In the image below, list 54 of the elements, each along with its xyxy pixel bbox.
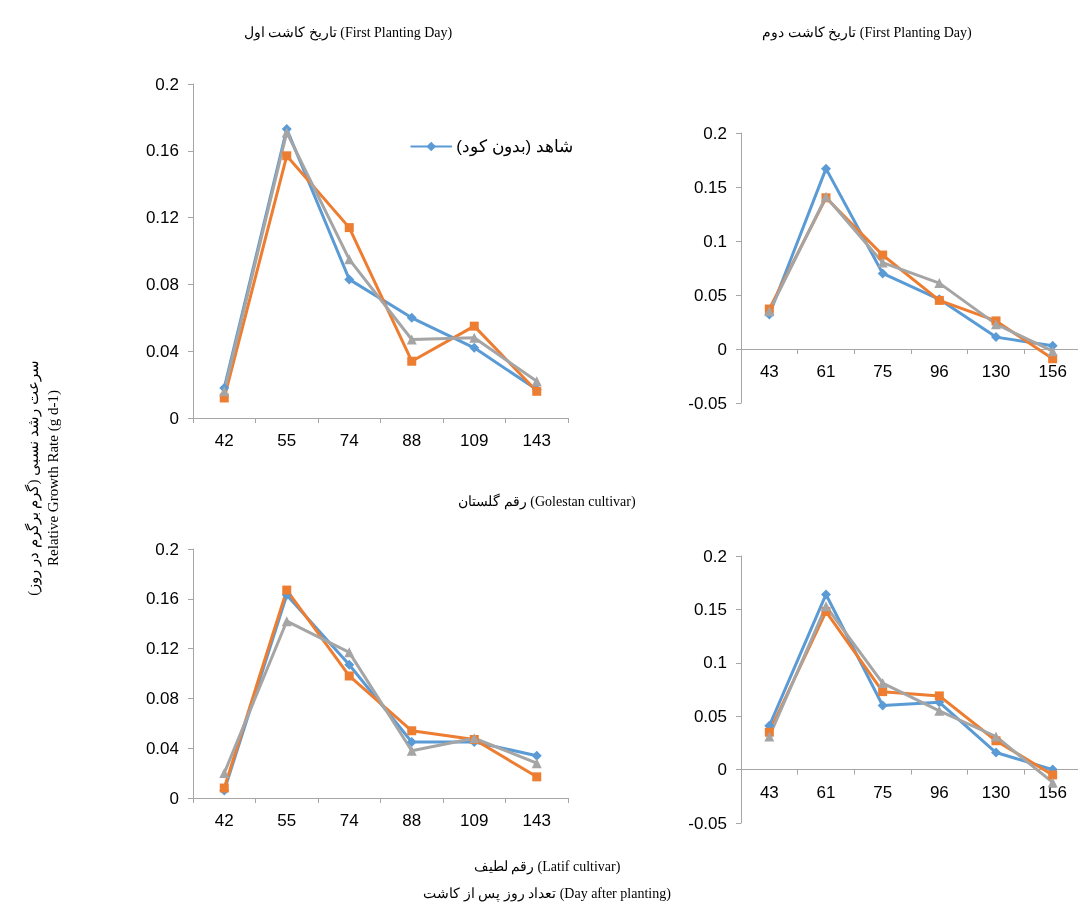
x-tick-label: 42 bbox=[214, 811, 234, 830]
x-tick-label: 96 bbox=[929, 782, 949, 802]
x-tick-label: 43 bbox=[759, 362, 779, 381]
y-tick-label: 0.2 bbox=[155, 539, 179, 559]
x-tick-label: 61 bbox=[816, 782, 836, 802]
x-tick-label: 55 bbox=[277, 431, 297, 450]
y-tick-label: 0.04 bbox=[145, 738, 179, 758]
x-tick-label: 130 bbox=[981, 362, 1011, 381]
y-tick-label: 0.12 bbox=[145, 208, 179, 228]
y-tick-label: 0.08 bbox=[145, 688, 179, 708]
x-tick-label: 55 bbox=[277, 811, 297, 830]
x-tick-label: 75 bbox=[873, 782, 893, 802]
y-tick-label: 0 bbox=[717, 760, 727, 780]
x-tick-label: 109 bbox=[460, 811, 489, 830]
x-tick-label: 96 bbox=[929, 362, 949, 381]
y-tick-label: 0.05 bbox=[693, 706, 727, 726]
x-tick-label: 42 bbox=[214, 431, 234, 450]
y-tick-label: 0.08 bbox=[145, 274, 179, 294]
y-axis-title: سرعت رشد نسبی (گرم برگرم در روز) Relative Growth Rate (g d-1) bbox=[24, 359, 62, 598]
y-tick-label: 0.1 bbox=[703, 653, 727, 673]
x-tick-label: 88 bbox=[402, 431, 422, 450]
chart-title: تاریخ کاشت اول (First Planting Day) bbox=[243, 24, 453, 41]
x-tick-label: 143 bbox=[522, 811, 551, 830]
y-tick-label: 0.16 bbox=[145, 589, 179, 609]
y-tick-label: 0.2 bbox=[703, 123, 727, 143]
x-tick-label: 156 bbox=[1038, 362, 1067, 381]
x-tick-label: 88 bbox=[402, 811, 422, 830]
y-tick-label: 0 bbox=[717, 339, 727, 359]
chart-title: تاریخ کاشت دوم (First Planting Day) bbox=[762, 24, 973, 41]
y-tick-label: 0.2 bbox=[703, 546, 727, 566]
y-tick-label: 0 bbox=[169, 408, 179, 428]
y-tick-label: 0.05 bbox=[693, 285, 727, 305]
y-tick-label: 0.15 bbox=[693, 177, 727, 197]
y-tick-label: -0.05 bbox=[688, 393, 727, 413]
x-tick-label: 143 bbox=[522, 431, 551, 450]
y-tick-label: 0.2 bbox=[155, 74, 179, 94]
x-tick-label: 43 bbox=[759, 782, 779, 802]
y-tick-label: 0.16 bbox=[145, 141, 179, 161]
y-tick-label: 0 bbox=[169, 788, 179, 808]
legend-label: شاهد (بدون کود) bbox=[456, 137, 574, 157]
text: رقم گلستان (Golestan cultivar) bbox=[458, 494, 636, 509]
x-tick-label: 130 bbox=[981, 782, 1011, 802]
x-tick-label: 74 bbox=[339, 431, 359, 450]
text: تعداد روز پس از کاشت (Day after planting) bbox=[422, 885, 672, 902]
y-tick-label: 0.15 bbox=[693, 599, 727, 619]
x-tick-label: 109 bbox=[460, 431, 489, 450]
x-tick-label: 74 bbox=[339, 811, 359, 830]
x-tick-label: 61 bbox=[816, 362, 836, 381]
y-tick-label: 0.04 bbox=[145, 341, 179, 361]
y-tick-label: 0.12 bbox=[145, 639, 179, 659]
y-tick-label: 0.1 bbox=[703, 231, 727, 251]
y-tick-label: -0.05 bbox=[688, 813, 727, 833]
x-tick-label: 75 bbox=[873, 362, 893, 381]
text: رقم لطیف (Latif cultivar) bbox=[472, 858, 622, 875]
